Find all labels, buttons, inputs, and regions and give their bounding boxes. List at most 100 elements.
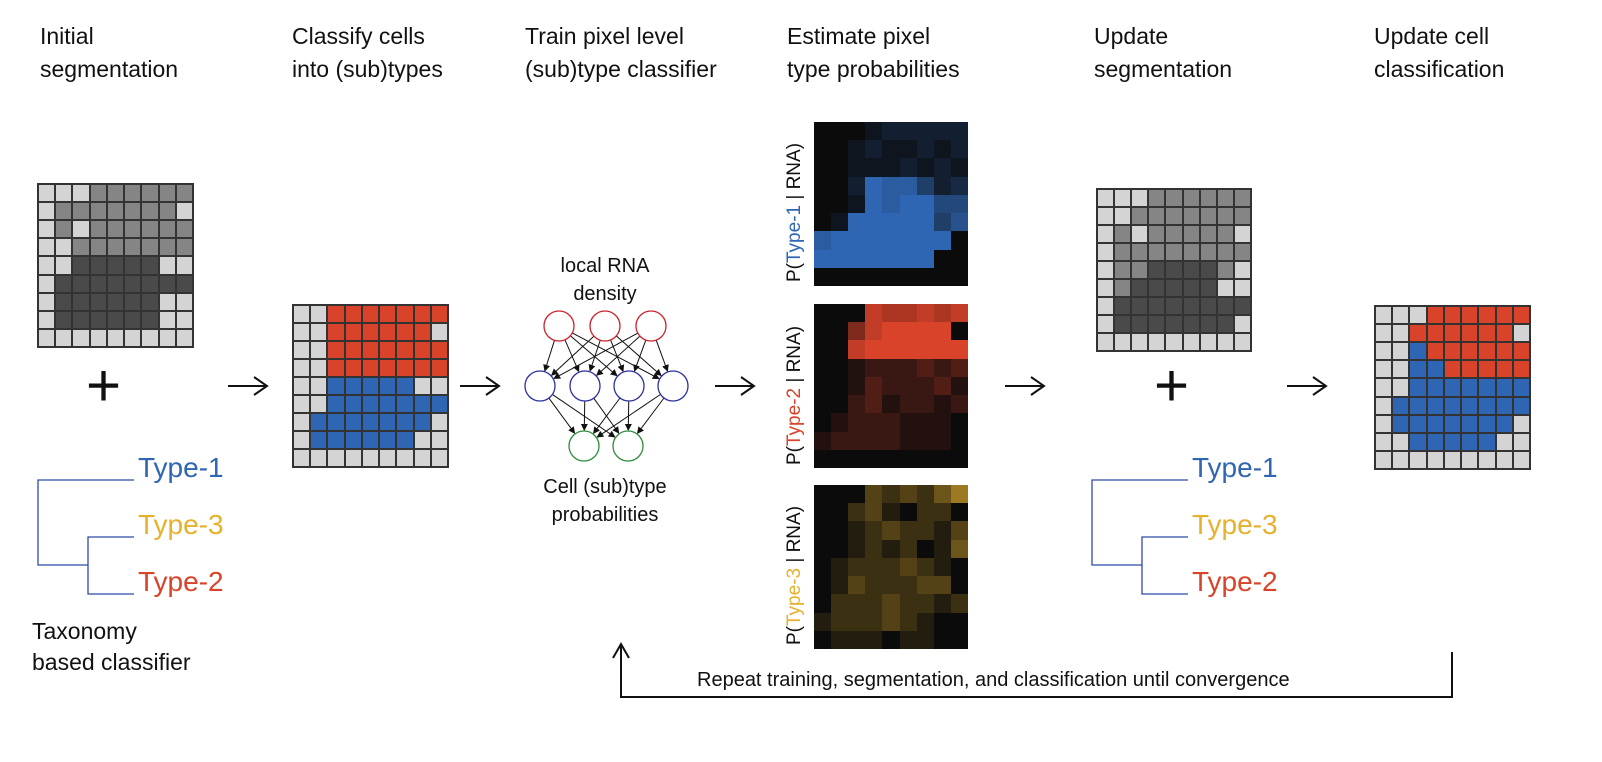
- heatmap-pixel: [899, 140, 917, 159]
- grid-cell: [379, 377, 397, 395]
- grid-cell: [344, 323, 362, 341]
- grid-cell: [1426, 378, 1444, 397]
- grid-cell: [1478, 360, 1496, 379]
- grid-cell: [1114, 225, 1132, 243]
- heatmap-pixel: [814, 122, 832, 141]
- nn-output-node: [612, 430, 644, 462]
- grid-cell: [327, 323, 345, 341]
- nn-output-node: [568, 430, 600, 462]
- grid-cell: [1512, 450, 1530, 469]
- heatmap-pixel: [933, 557, 951, 577]
- heatmap-pixel: [933, 122, 951, 141]
- heatmap-pixel: [933, 594, 951, 613]
- grid-cell: [293, 323, 311, 341]
- heatmap-pixel: [899, 231, 917, 250]
- heatmap-pixel: [882, 340, 900, 359]
- classified-cells-grid: [292, 304, 449, 468]
- grid-cell: [175, 256, 193, 275]
- taxonomy-type-1-right: Type-1: [1192, 452, 1278, 483]
- neural-network: [524, 310, 689, 462]
- heatmap-pixel: [882, 521, 900, 540]
- grid-cell: [361, 395, 380, 413]
- nn-connection: [633, 339, 647, 372]
- heatmap-pixel: [933, 304, 951, 323]
- nn-connection: [655, 339, 669, 372]
- grid-cell: [1409, 450, 1427, 469]
- heatmap-pixel: [848, 594, 866, 613]
- heatmap-pixel: [882, 612, 900, 631]
- heatmap-pixel: [831, 376, 849, 396]
- heatmap-pixel: [899, 539, 917, 558]
- heatmap-pixel: [916, 176, 934, 195]
- grid-cell: [1375, 450, 1393, 469]
- updated-segmentation-grid: [1096, 188, 1252, 352]
- heatmap-pixel: [848, 322, 866, 341]
- heatmap-pixel: [950, 122, 968, 141]
- taxonomy-type-2-left: Type-2: [138, 566, 224, 597]
- heatmap-pixel: [933, 503, 951, 522]
- grid-cell: [1216, 225, 1234, 243]
- grid-cell: [1097, 279, 1115, 297]
- grid-cell: [1426, 360, 1444, 379]
- grid-cell: [1392, 324, 1410, 343]
- grid-cell: [1512, 324, 1530, 343]
- grid-cell: [1495, 360, 1513, 379]
- loop-caption: Repeat training, segmentation, and class…: [697, 669, 1290, 691]
- nn-connection: [588, 340, 601, 372]
- grid-cell: [396, 395, 414, 413]
- grid-cell: [55, 292, 73, 311]
- grid-cell: [124, 202, 142, 221]
- grid-cell: [1097, 333, 1115, 351]
- grid-cell: [361, 449, 380, 467]
- heatmap-pixel: [882, 431, 900, 450]
- grid-cell: [89, 184, 107, 203]
- grid-cell: [1461, 414, 1479, 433]
- heatmap-pixel: [933, 194, 951, 214]
- grid-cell: [1495, 306, 1513, 325]
- heatmap-pixel: [865, 140, 883, 159]
- heatmap-pixel: [916, 249, 934, 268]
- grid-cell: [1495, 432, 1513, 451]
- grid-cell: [1409, 414, 1427, 433]
- heatmap-pixel: [865, 503, 883, 522]
- grid-cell: [1375, 324, 1393, 343]
- heatmap-pixel: [916, 449, 934, 468]
- grid-cell: [38, 292, 56, 311]
- grid-cell: [1478, 414, 1496, 433]
- grid-cell: [327, 305, 345, 323]
- grid-cell: [1409, 378, 1427, 397]
- heatmap-pixel: [831, 557, 849, 577]
- heatmap-pixel: [848, 304, 866, 323]
- grid-cell: [344, 359, 362, 377]
- grid-cell: [124, 256, 142, 275]
- grid-cell: [293, 395, 311, 413]
- grid-cell: [1375, 342, 1393, 361]
- grid-cell: [310, 431, 328, 449]
- heatmap-pixel: [865, 576, 883, 595]
- grid-cell: [1165, 297, 1183, 315]
- grid-cell: [175, 184, 193, 203]
- nn-connection: [596, 393, 661, 438]
- heatmap-pixel: [814, 431, 832, 450]
- grid-cell: [1097, 207, 1115, 225]
- heatmap-pixel: [899, 413, 917, 432]
- heatmap-pixel: [916, 413, 934, 432]
- heatmap-pixel: [814, 630, 832, 649]
- step-title-update-segmentation: Update segmentation: [1094, 23, 1233, 82]
- grid-cell: [1114, 207, 1132, 225]
- grid-cell: [72, 328, 90, 347]
- grid-cell: [361, 413, 380, 431]
- grid-cell: [124, 292, 142, 311]
- grid-cell: [1392, 342, 1410, 361]
- heatmap-pixel: [814, 521, 832, 540]
- heatmap-pixel: [882, 503, 900, 522]
- grid-cell: [1131, 225, 1149, 243]
- heatmap-pixel: [865, 431, 883, 450]
- grid-cell: [293, 377, 311, 395]
- heatmap-pixel: [933, 340, 951, 359]
- heatmap-pixel: [950, 449, 968, 468]
- grid-cell: [1495, 324, 1513, 343]
- grid-cell: [1114, 315, 1132, 333]
- grid-cell: [1114, 189, 1132, 207]
- grid-cell: [1114, 261, 1132, 279]
